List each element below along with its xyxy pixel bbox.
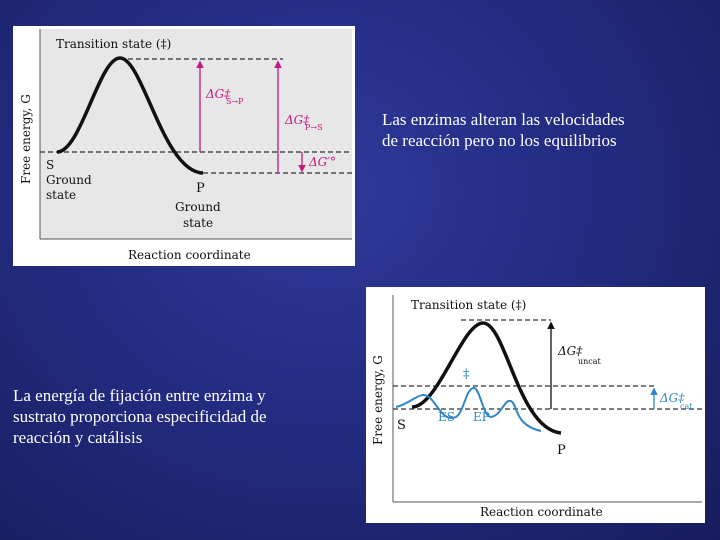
caption-enzymes-rates: Las enzimas alteran las velocidades de r… (382, 110, 625, 150)
s-label: S (46, 158, 54, 172)
delta-g-p-to-s-subscript: P→S (305, 123, 323, 132)
x-axis-label: Reaction coordinate (128, 248, 251, 262)
energy-diagram-catalyzed: Transition state (‡) Free energy, G Reac… (366, 287, 705, 523)
delta-g-standard-label: ΔG′° (308, 155, 336, 169)
s-ground-line2: state (46, 188, 76, 202)
y-axis-label: Free energy, G (371, 355, 385, 445)
s-label: S (397, 418, 406, 433)
caption-binding-energy: La energía de fijación entre enzima y su… (13, 386, 267, 447)
y-axis-label: Free energy, G (19, 94, 33, 184)
catalyzed-transition-dagger: ‡ (463, 367, 470, 382)
delta-g-uncat-label: ΔG‡ (557, 344, 583, 358)
delta-g-p-to-s-label: ΔG‡ (284, 113, 310, 127)
transition-state-label: Transition state (‡) (56, 37, 171, 51)
s-ground-line1: Ground (46, 173, 92, 187)
energy-diagram-uncatalyzed: Transition state (‡) Free energy, G Reac… (13, 26, 355, 266)
delta-g-cat-label: ΔG‡ (659, 391, 685, 405)
delta-g-s-to-p-label: ΔG‡ (205, 87, 231, 101)
delta-g-s-to-p-subscript: S→P (226, 97, 244, 106)
p-label: P (557, 443, 566, 458)
catalyzed-curve (395, 386, 542, 432)
transition-state-label: Transition state (‡) (411, 298, 526, 312)
x-axis-label: Reaction coordinate (480, 505, 603, 519)
p-label: P (196, 181, 205, 196)
p-ground-line1: Ground (175, 200, 221, 214)
delta-g-cat-subscript: cat (680, 402, 693, 411)
es-label: ES (438, 410, 455, 424)
delta-g-uncat-subscript: uncat (578, 357, 602, 366)
ep-label: EP (473, 410, 490, 424)
reaction-curve (56, 56, 204, 175)
p-ground-line2: state (183, 216, 213, 230)
plot-area (40, 29, 352, 239)
uncatalyzed-curve (411, 321, 562, 435)
